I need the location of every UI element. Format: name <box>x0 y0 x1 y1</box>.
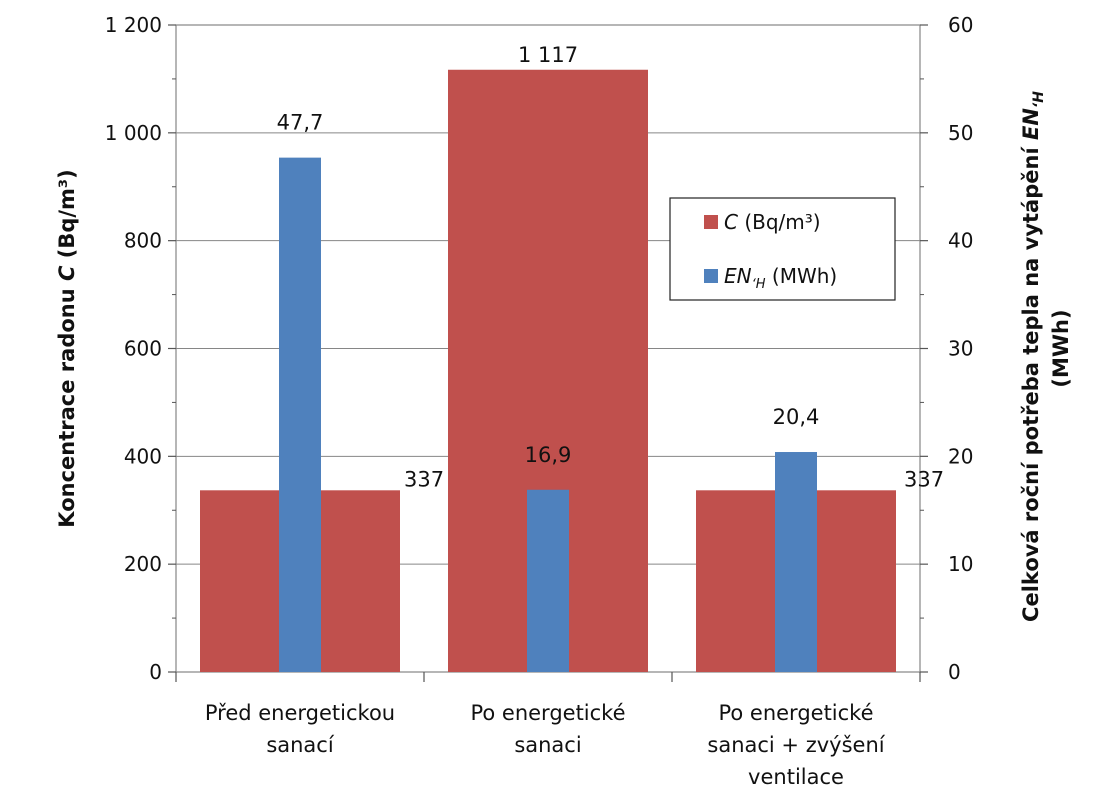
legend-swatch-radon <box>704 215 718 229</box>
data-label-radon: 1 117 <box>518 43 578 67</box>
left-axis-tick-label: 1 000 <box>105 121 162 145</box>
category-label-line: ventilace <box>748 765 844 789</box>
left-axis-tick-label: 1 200 <box>105 13 162 37</box>
x-axis-category-label: Po energetické sanaci <box>470 701 625 757</box>
left-axis-tick-label: 0 <box>149 660 162 684</box>
left-axis-title: Koncentrace radonu C (Bq/m³) <box>55 169 79 527</box>
right-axis-title-line1: Celková roční potřeba tepla na vytápění … <box>1019 91 1047 622</box>
legend: C (Bq/m³) ENʻH (MWh) <box>669 197 896 301</box>
legend-label-variable: C <box>724 210 738 234</box>
left-axis-title-unit: (Bq/m³) <box>55 169 79 265</box>
category-label-line: sanaci <box>514 733 581 757</box>
right-axis-title-line2: (MWh) <box>1049 309 1073 387</box>
category-label-line: sanaci + zvýšení <box>707 733 885 757</box>
right-axis-tick-label: 60 <box>948 13 973 37</box>
data-label-radon: 337 <box>904 467 944 491</box>
legend-label-variable: EN <box>724 264 752 288</box>
bar-heat-demand <box>279 157 321 672</box>
right-axis-tick-label: 10 <box>948 552 973 576</box>
category-label-line: Po energetické <box>470 701 625 725</box>
left-axis-title-variable: C <box>55 265 79 281</box>
legend-swatch-heat-demand <box>704 269 718 283</box>
bar-heat-demand <box>527 489 569 672</box>
left-axis-title-text: Koncentrace radonu <box>55 281 79 528</box>
right-axis-tick-label: 20 <box>948 444 973 468</box>
right-axis-tick-label: 0 <box>948 660 961 684</box>
legend-label-subscript: ʻH <box>752 277 766 292</box>
right-axis-tick-label: 30 <box>948 337 973 361</box>
x-axis-category-label: Před energetickou sanací <box>205 701 395 757</box>
data-label-heat-demand: 47,7 <box>277 111 324 135</box>
left-axis-tick-label: 600 <box>124 337 162 361</box>
right-axis-tick-label: 50 <box>948 121 973 145</box>
right-axis-title-subscript: ʻH <box>1031 91 1047 108</box>
category-label-line: Po energetické <box>718 701 873 725</box>
right-axis-title-text: Celková roční potřeba tepla na vytápění <box>1019 140 1043 622</box>
data-label-radon: 337 <box>404 467 444 491</box>
data-label-heat-demand: 16,9 <box>525 443 572 467</box>
data-label-heat-demand: 20,4 <box>773 405 820 429</box>
category-label-line: sanací <box>266 733 335 757</box>
bar-heat-demand <box>775 452 817 672</box>
category-label-line: Před energetickou <box>205 701 395 725</box>
right-axis-title-variable: EN <box>1019 108 1043 140</box>
left-axis-tick-label: 800 <box>124 229 162 253</box>
x-axis-category-label: Po energetické sanaci + zvýšení ventilace <box>707 701 885 789</box>
left-axis-tick-label: 200 <box>124 552 162 576</box>
left-axis-tick-label: 400 <box>124 444 162 468</box>
legend-label-radon: C (Bq/m³) <box>724 210 821 234</box>
legend-label-unit: (Bq/m³) <box>738 210 821 234</box>
legend-label-unit: (MWh) <box>766 264 838 288</box>
legend-label-heat-demand: ENʻH (MWh) <box>724 264 837 292</box>
right-axis-tick-label: 40 <box>948 229 973 253</box>
